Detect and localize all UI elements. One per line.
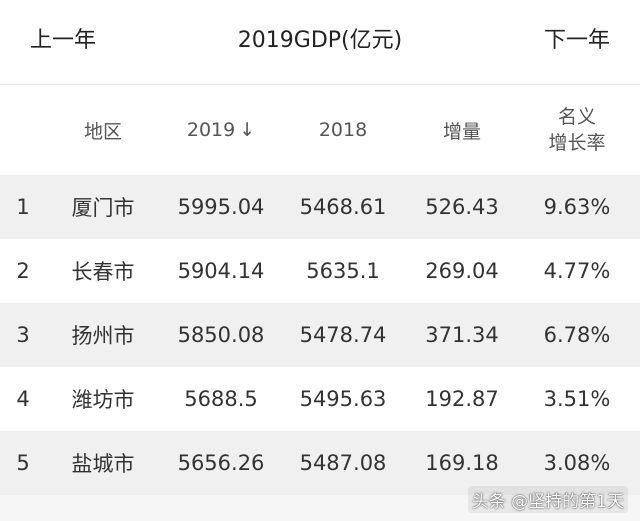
gdp-2019-cell: 5688.5 bbox=[184, 387, 258, 411]
growth-rate-cell: 4.77% bbox=[543, 259, 611, 283]
growth-rate-cell: 9.63% bbox=[543, 195, 611, 219]
table-row[interactable]: 4 潍坊市 5688.5 5495.63 192.87 3.51% bbox=[0, 367, 640, 431]
region-cell: 盐城市 bbox=[71, 452, 135, 476]
header-increase[interactable]: 增量 bbox=[442, 120, 481, 143]
rank-cell: 5 bbox=[16, 451, 30, 475]
increase-cell: 526.43 bbox=[425, 195, 499, 219]
increase-cell: 192.87 bbox=[425, 387, 499, 411]
table-row[interactable]: 5 盐城市 5656.26 5487.08 169.18 3.08% bbox=[0, 431, 640, 495]
header-2019-label: 2019 bbox=[186, 119, 236, 141]
gdp-2018-cell: 5468.61 bbox=[299, 195, 387, 219]
gdp-2018-cell: 5487.08 bbox=[299, 451, 387, 475]
region-cell: 长春市 bbox=[71, 260, 135, 284]
prev-year-button[interactable]: 上一年 bbox=[30, 28, 97, 53]
header-growth-rate-line1: 名义 bbox=[557, 106, 596, 128]
region-cell: 厦门市 bbox=[71, 196, 135, 220]
increase-cell: 169.18 bbox=[425, 451, 499, 475]
table-row[interactable]: 3 扬州市 5850.08 5478.74 371.34 6.78% bbox=[0, 303, 640, 367]
table-row[interactable]: 1 厦门市 5995.04 5468.61 526.43 9.63% bbox=[0, 175, 640, 239]
header-2019-sort[interactable]: 2019 ↓ bbox=[160, 85, 282, 175]
rank-cell: 2 bbox=[16, 259, 30, 283]
gdp-2018-cell: 5495.63 bbox=[299, 387, 387, 411]
rank-cell: 1 bbox=[16, 195, 30, 219]
increase-cell: 269.04 bbox=[425, 259, 499, 283]
header-growth-rate-line2: 增长率 bbox=[548, 132, 606, 154]
growth-rate-cell: 6.78% bbox=[543, 323, 611, 347]
page-title: 2019GDP(亿元) bbox=[237, 28, 403, 53]
table-header-row: 地区 2019 ↓ 2018 增量 名义 增长率 bbox=[0, 85, 640, 175]
sort-down-icon: ↓ bbox=[239, 119, 256, 141]
region-cell: 扬州市 bbox=[71, 324, 135, 348]
region-cell: 潍坊市 bbox=[71, 388, 135, 412]
gdp-table: 地区 2019 ↓ 2018 增量 名义 增长率 1 厦门市 5995.04 5… bbox=[0, 85, 640, 495]
next-year-button[interactable]: 下一年 bbox=[543, 28, 610, 53]
gdp-2018-cell: 5635.1 bbox=[306, 259, 380, 283]
gdp-2019-cell: 5656.26 bbox=[177, 451, 265, 475]
header-growth-rate[interactable]: 名义 增长率 bbox=[520, 85, 634, 175]
header-region[interactable]: 地区 bbox=[83, 120, 122, 143]
growth-rate-cell: 3.51% bbox=[543, 387, 611, 411]
growth-rate-cell: 3.08% bbox=[543, 451, 611, 475]
header-2018[interactable]: 2018 bbox=[318, 119, 368, 141]
increase-cell: 371.34 bbox=[425, 323, 499, 347]
gdp-2018-cell: 5478.74 bbox=[299, 323, 387, 347]
rank-cell: 3 bbox=[16, 323, 30, 347]
rank-cell: 4 bbox=[16, 387, 30, 411]
gdp-2019-cell: 5995.04 bbox=[177, 195, 265, 219]
top-nav-bar: 上一年 2019GDP(亿元) 下一年 bbox=[0, 0, 640, 85]
watermark-text: 头条 @坚持的第1天 bbox=[467, 486, 628, 513]
gdp-2019-cell: 5904.14 bbox=[177, 259, 265, 283]
table-row[interactable]: 2 长春市 5904.14 5635.1 269.04 4.77% bbox=[0, 239, 640, 303]
gdp-2019-cell: 5850.08 bbox=[177, 323, 265, 347]
